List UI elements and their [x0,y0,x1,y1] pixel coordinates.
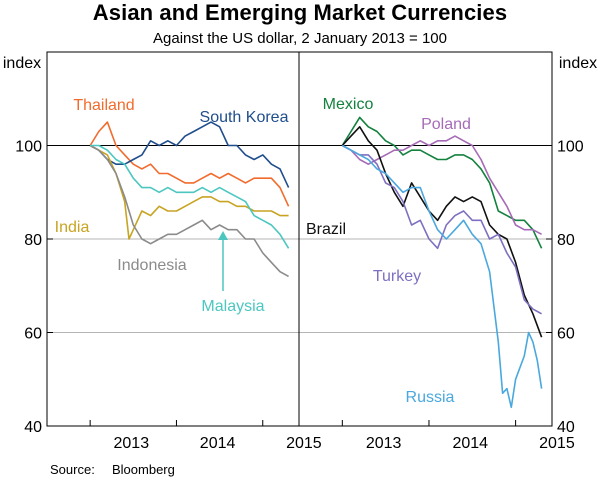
series-label-india: India [55,219,90,236]
series-label-thailand: Thailand [73,97,134,114]
series-line-thailand [89,121,290,207]
series-line-malaysia [90,144,290,249]
y-axis-label: index [3,55,41,72]
series-label-brazil: Brazil [306,221,346,238]
x-tick-label: 2014 [200,435,236,452]
y-axis-label: index [559,55,597,72]
series-line-turkey [341,144,542,315]
y-tick-label: 100 [15,139,42,156]
x-tick-label: 2015 [539,435,575,452]
source-label: Source: [50,462,95,477]
x-tick-label: 2014 [452,435,488,452]
chart-title: Asian and Emerging Market Currencies [92,0,508,25]
y-tick-label: 40 [557,419,575,436]
series-label-south-korea: South Korea [200,109,289,126]
series-line-india [89,144,289,240]
y-tick-label: 80 [24,232,42,249]
series-line-russia [341,144,543,409]
x-tick-label: 2015 [286,435,322,452]
series-label-poland: Poland [421,116,471,133]
series-label-russia: Russia [406,389,455,406]
x-tick-label: 2013 [114,435,150,452]
y-tick-label: 80 [557,232,575,249]
series-label-malaysia: Malaysia [201,298,264,315]
series-line-poland [341,135,542,236]
gridlines [47,145,552,333]
series-labels: Thailand South Korea India Indonesia Malaysi… [55,96,471,406]
malaysia-arrow-head [218,231,228,240]
y-tick-label: 60 [557,326,575,343]
series-label-indonesia: Indonesia [117,257,186,274]
y-tick-label: 100 [557,139,584,156]
series-lines [89,116,543,409]
series-line-indonesia [89,144,289,278]
series-line-mexico [341,116,543,249]
source-note: Source: Bloomberg [50,462,175,477]
series-label-turkey: Turkey [373,268,421,285]
y-tick-label: 40 [24,419,42,436]
y-tick-label: 60 [24,326,42,343]
series-line-brazil [341,126,543,338]
source-value: Bloomberg [112,462,175,477]
chart-subtitle: Against the US dollar, 2 January 2013 = … [153,30,447,47]
x-tick-label: 2013 [366,435,402,452]
series-label-mexico: Mexico [323,96,374,113]
